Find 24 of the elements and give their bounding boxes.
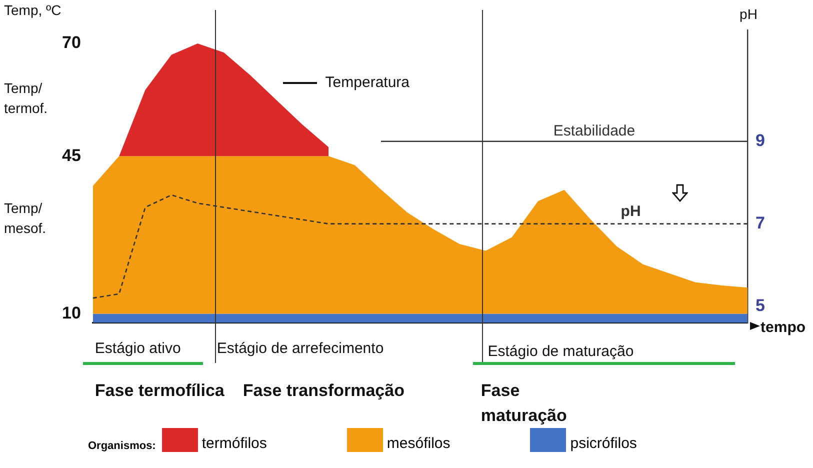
y-axis-title: Temp, ºC <box>4 2 62 18</box>
text: Estágio de maturação <box>488 343 634 360</box>
text: Fase maturação <box>480 380 568 427</box>
text: Fase termofílica <box>94 380 226 402</box>
legend-title: Organismos: <box>88 440 156 452</box>
x-axis-title: tempo <box>760 318 806 336</box>
text: Temp/ termof. <box>4 79 49 118</box>
legend-label: mesófilos <box>386 435 450 452</box>
legend-label: termófilos <box>202 435 267 452</box>
y-tick-label: 10 <box>62 303 81 322</box>
text: Fase transformação <box>242 380 406 402</box>
y2-tick-label: 9 <box>756 131 766 150</box>
text: Estágio de arrefecimento <box>216 340 384 357</box>
text: Temp/ mesof. <box>4 199 48 238</box>
legend-label: psicrófilos <box>570 435 637 452</box>
y2-axis-title: pH <box>740 6 758 22</box>
series-label: Estabilidade <box>553 122 636 140</box>
y-tick-label: 45 <box>62 146 81 165</box>
y2-tick-label: 5 <box>756 296 766 315</box>
series-label: pH <box>620 202 641 220</box>
text: Estágio ativo <box>94 340 181 357</box>
y-tick-label: 70 <box>62 33 81 52</box>
y2-tick-label: 7 <box>756 214 766 233</box>
annotation: Temperatura <box>325 74 410 91</box>
